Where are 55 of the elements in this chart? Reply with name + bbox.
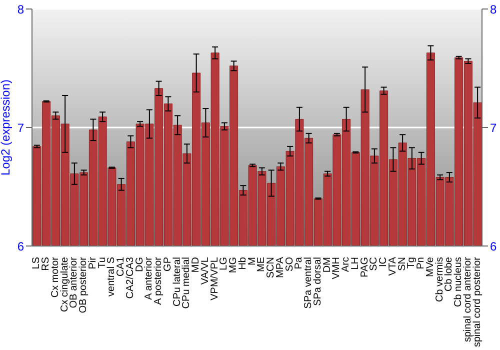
x-tick-label: LG [218,256,230,270]
x-tick-label: spinal cord anterior [462,256,474,342]
x-tick-label: A posterior [153,256,164,305]
y-tick-label: 6 [17,239,24,254]
x-tick-label: CA2/CA3 [124,256,136,299]
x-tick-label: A anterior [144,256,155,300]
x-tick-label: VMH [331,257,342,280]
x-tick-label: Pa [294,256,305,270]
x-tick-label: DM [322,257,333,273]
x-tick-label: MG [228,256,240,274]
x-tick-label: Cb vermis [434,257,446,302]
x-tick-label: PAG [359,256,370,278]
x-tick-label: SC [368,257,380,271]
x-tick-label: Cb lobe [444,256,455,292]
x-tick-label: VA/VL [200,256,211,285]
x-tick-label: spinal cord posterior [472,256,483,348]
x-tick-label: SPa ventral [303,257,314,309]
x-tick-label: GP [162,256,174,272]
x-tick-label: MPA [274,256,286,278]
x-tick-label: MD [190,257,202,273]
x-tick-label: M [246,257,258,266]
x-tick-label: VTA [387,256,398,276]
x-tick-label: SCN [266,257,277,278]
x-tick-label: ME [256,256,268,272]
x-tick-label: CPu lateral [172,257,183,306]
x-tick-label: SPa dorsal [312,257,324,306]
x-tick-label: SN [396,257,408,271]
x-tick-label: DG [134,256,146,272]
y2-tick-label: 6 [490,239,497,254]
x-tick-label: Tu [96,257,108,268]
x-tick-label: VPM/VPL [209,256,220,300]
x-tick-label: ventral S [106,256,118,296]
x-tick-label: OB posterior [78,256,90,314]
x-tick-label: RS [40,256,52,271]
y2-tick-label: 7 [490,120,497,135]
x-tick-label: Pn [416,257,427,270]
x-tick-label: Cx motor [50,256,61,298]
x-tick-label: Hb [237,256,248,270]
y-tick-label: 8 [17,2,24,16]
y-axis-title: Log2 (expression) [0,79,12,176]
x-tick-label: IC [378,257,390,267]
x-tick-label: Cb nucleus [453,257,464,308]
y2-tick-label: 8 [490,2,497,16]
x-tick-label: Tg [406,257,418,269]
x-tick-label: Arc [340,257,352,272]
x-tick-label: CA1 [116,256,127,276]
x-tick-label: CPu medial [181,257,192,309]
x-tick-label: Pir [87,256,98,270]
x-tick-label: LS [31,256,42,270]
x-tick-label: MVe [424,256,436,278]
x-tick-label: OB anterior [68,256,80,308]
x-tick-label: Cx cingulate [59,256,70,312]
x-tick-label: SO [284,256,296,272]
x-tick-label: LH [350,257,361,270]
y-tick-label: 7 [17,120,24,135]
